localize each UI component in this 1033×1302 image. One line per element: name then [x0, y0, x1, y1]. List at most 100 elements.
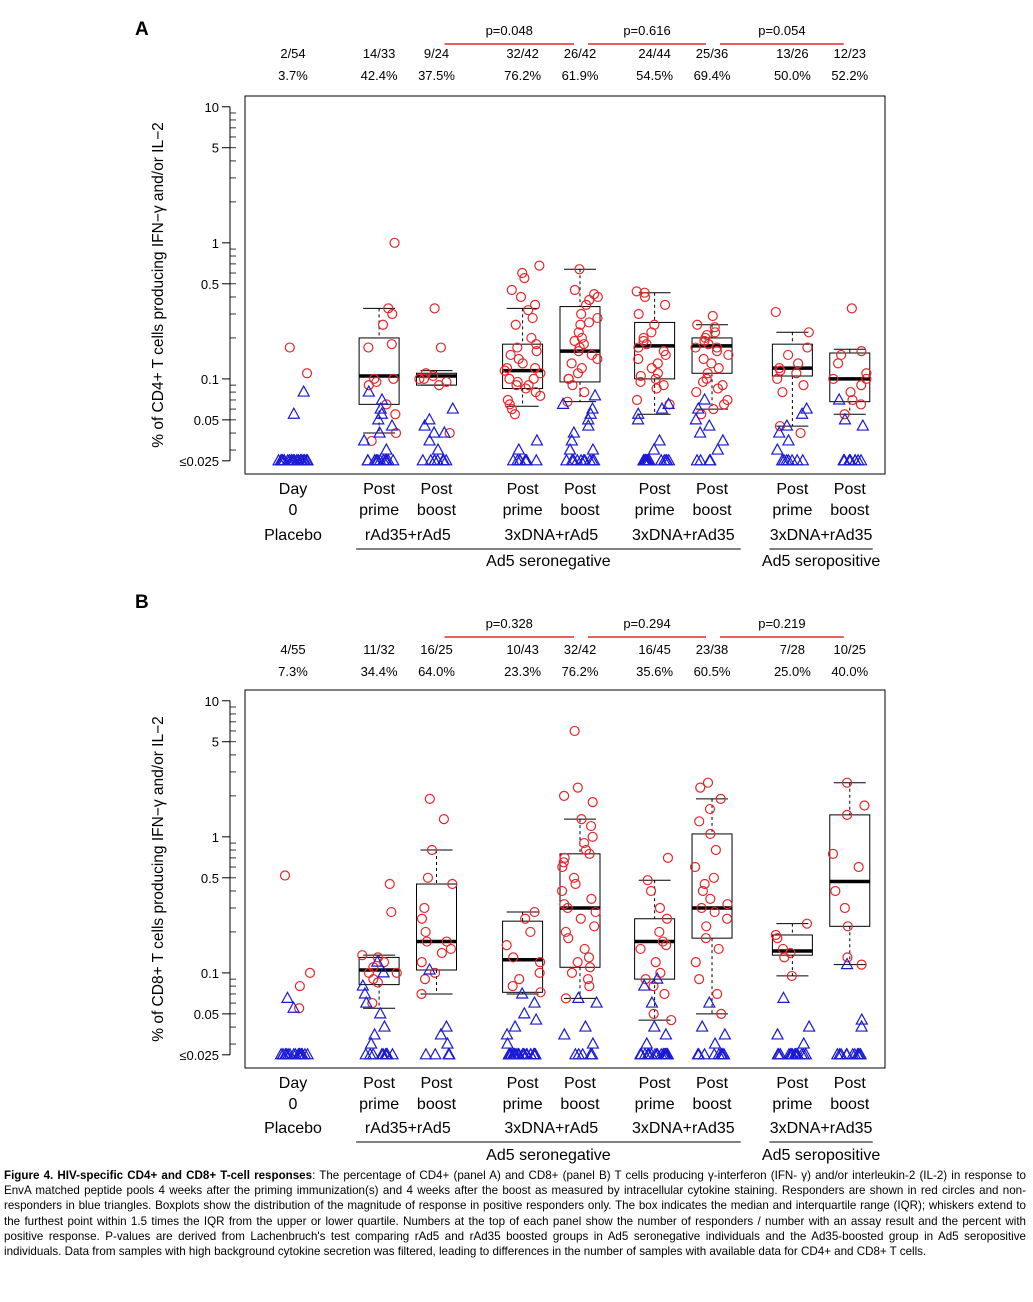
- responder-percent: 60.5%: [694, 664, 731, 679]
- responder-point: [294, 980, 305, 992]
- nonresponder-point: [440, 1036, 454, 1049]
- responder-count: 16/25: [420, 642, 453, 657]
- responder-point: [531, 346, 542, 357]
- responder-point: [572, 957, 583, 968]
- nonresponder-point: [655, 401, 669, 414]
- responder-point: [562, 902, 573, 914]
- nonresponder-point: [427, 425, 441, 438]
- x-time-label: boost: [830, 502, 870, 519]
- nonresponder-point: [283, 1047, 297, 1060]
- pvalue-label: p=0.048: [486, 23, 533, 38]
- nonresponder-point: [585, 401, 600, 414]
- responder-point: [635, 376, 646, 388]
- responder-point: [697, 885, 708, 897]
- responder-point: [652, 358, 663, 369]
- responder-point: [779, 952, 790, 963]
- x-time-label: Post: [363, 1075, 396, 1092]
- responder-count: 10/43: [506, 642, 539, 657]
- y-tick-label: 5: [212, 141, 219, 156]
- x-time-label: prime: [772, 502, 812, 519]
- plot-frame: [244, 689, 886, 1069]
- responder-point: [772, 933, 783, 944]
- responder-point: [659, 299, 671, 310]
- responder-percent: 69.4%: [694, 68, 731, 83]
- responder-point: [517, 267, 528, 279]
- responder-point: [506, 403, 518, 415]
- nonresponder-point: [375, 392, 389, 405]
- nonresponder-point: [527, 995, 542, 1008]
- responder-point: [639, 291, 651, 303]
- regimen-label: 3xDNA+rAd5: [504, 1120, 598, 1137]
- nonresponder-point: [784, 1047, 798, 1060]
- responder-point: [786, 970, 797, 982]
- responder-count: 4/55: [280, 642, 305, 657]
- nonresponder-point: [702, 418, 716, 431]
- nonresponder-point: [797, 1036, 811, 1049]
- responder-point: [845, 386, 856, 398]
- responder-point: [301, 368, 313, 379]
- responder-point: [390, 409, 401, 420]
- responder-point: [427, 370, 439, 382]
- responder-point: [501, 363, 513, 374]
- responder-point: [633, 353, 644, 365]
- responder-point: [798, 380, 809, 391]
- nonresponder-point: [645, 995, 659, 1008]
- nonresponder-point: [775, 453, 789, 466]
- responder-count: 16/45: [638, 642, 671, 657]
- plot-frame: [244, 95, 886, 475]
- responder-point: [701, 373, 712, 384]
- responder-point: [523, 380, 534, 391]
- responder-point: [703, 339, 714, 350]
- nonresponder-point: [385, 418, 399, 431]
- iqr-box: [691, 833, 733, 939]
- regimen-label: 3xDNA+rAd35: [632, 527, 735, 544]
- responder-point: [839, 409, 850, 420]
- nonresponder-point: [442, 1047, 456, 1060]
- responder-point: [707, 310, 718, 322]
- responder-point: [666, 1014, 677, 1026]
- nonresponder-point: [386, 1047, 400, 1060]
- responder-point: [575, 319, 586, 330]
- y-tick-label: ≤0.025: [179, 1048, 219, 1063]
- x-time-label: prime: [635, 502, 675, 519]
- responder-count: 24/44: [638, 46, 671, 61]
- iqr-box: [502, 920, 544, 993]
- responder-point: [390, 427, 402, 439]
- regimen-label: Placebo: [264, 1120, 322, 1137]
- nonresponder-point: [437, 425, 451, 438]
- responder-point: [572, 368, 584, 379]
- responder-percent: 23.3%: [504, 664, 541, 679]
- responder-point: [705, 893, 716, 904]
- pvalue-label: p=0.054: [758, 23, 805, 38]
- x-time-label: Post: [363, 481, 396, 498]
- panel-a: A 10 5 1 0.5 0.1 0.05 ≤0.025 % of CD4+ T cells p…: [135, 19, 886, 570]
- x-time-label: boost: [417, 1096, 457, 1113]
- nonresponder-point: [379, 1047, 393, 1060]
- responder-point: [856, 959, 867, 970]
- nonresponder-point: [776, 991, 790, 1003]
- nonresponder-point: [689, 412, 703, 425]
- responder-point: [419, 974, 431, 985]
- responder-point: [422, 872, 434, 883]
- responder-point: [592, 312, 603, 324]
- responder-point: [429, 303, 440, 314]
- y-axis-label: % of CD4+ T cells producing IFN−γ and/or…: [150, 122, 167, 448]
- responder-point: [517, 358, 528, 369]
- responder-point: [510, 319, 521, 330]
- responder-point: [568, 872, 580, 883]
- nonresponder-point: [428, 1047, 442, 1060]
- responder-point: [697, 376, 709, 388]
- nonresponder-point: [280, 991, 294, 1003]
- responder-point: [569, 335, 580, 347]
- regimen-label: rAd35+rAd5: [365, 527, 451, 544]
- responder-point: [709, 906, 720, 918]
- responder-point: [702, 368, 713, 379]
- serostatus-label: Ad5 seropositive: [762, 553, 880, 570]
- nonresponder-point: [590, 995, 604, 1008]
- x-time-label: boost: [692, 1096, 732, 1113]
- responder-point: [661, 913, 673, 924]
- responder-point: [635, 370, 646, 382]
- responder-point: [839, 902, 850, 914]
- responder-point: [635, 943, 646, 955]
- y-tick-label: 0.05: [194, 413, 219, 428]
